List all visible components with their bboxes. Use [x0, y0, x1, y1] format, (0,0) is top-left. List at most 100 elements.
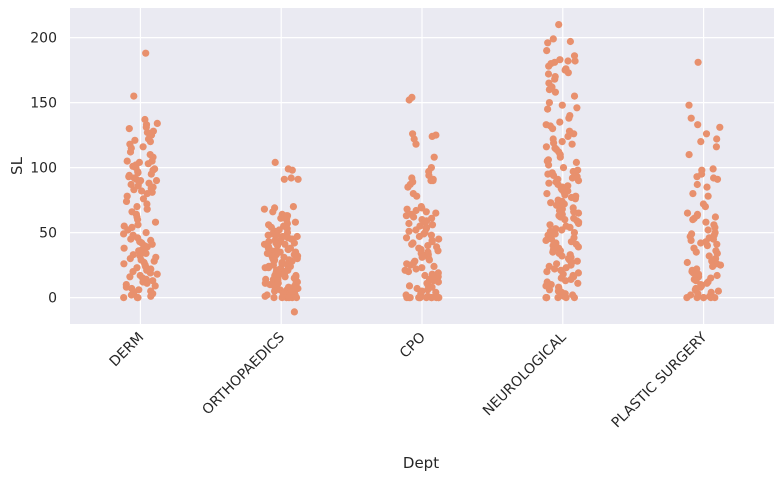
data-point: [694, 121, 701, 128]
data-point: [153, 177, 160, 184]
data-point: [561, 191, 568, 198]
data-point: [291, 308, 298, 315]
data-point: [565, 115, 572, 122]
data-point: [707, 294, 714, 301]
data-point: [292, 219, 299, 226]
y-tick-label: 100: [30, 161, 57, 177]
data-point: [130, 186, 137, 193]
data-point: [154, 120, 161, 127]
x-tick-label: CPO: [397, 330, 429, 362]
y-tick-labels: 0 50 100 150 200: [30, 31, 57, 307]
data-point: [564, 57, 571, 64]
data-point: [434, 247, 441, 254]
data-point: [281, 176, 288, 183]
data-point: [120, 230, 127, 237]
x-axis-label: Dept: [403, 454, 439, 472]
data-point: [410, 213, 417, 220]
data-point: [543, 294, 550, 301]
data-point: [293, 294, 300, 301]
data-point: [123, 198, 130, 205]
data-point: [152, 219, 159, 226]
data-point: [714, 176, 721, 183]
data-point: [685, 102, 692, 109]
data-point: [705, 226, 712, 233]
data-point: [262, 293, 269, 300]
data-point: [712, 213, 719, 220]
data-point: [552, 89, 559, 96]
data-point: [148, 171, 155, 178]
data-point: [557, 154, 564, 161]
data-point: [697, 239, 704, 246]
data-point: [567, 38, 574, 45]
data-point: [130, 93, 137, 100]
data-point: [703, 184, 710, 191]
data-point: [697, 138, 704, 145]
x-tick-label: DERM: [107, 330, 148, 371]
data-point: [695, 59, 702, 66]
data-point: [147, 138, 154, 145]
data-point: [559, 138, 566, 145]
data-point: [143, 229, 150, 236]
data-point: [575, 177, 582, 184]
data-point: [405, 228, 412, 235]
data-point: [555, 21, 562, 28]
data-point: [406, 282, 413, 289]
data-point: [427, 177, 434, 184]
y-tick-label: 150: [30, 96, 57, 112]
data-point: [715, 288, 722, 295]
data-point: [120, 294, 127, 301]
data-point: [144, 206, 151, 213]
data-point: [271, 288, 278, 295]
data-point: [713, 241, 720, 248]
data-point: [569, 141, 576, 148]
data-point: [403, 234, 410, 241]
data-point: [282, 273, 289, 280]
data-point: [714, 272, 721, 279]
data-point: [120, 260, 127, 267]
data-point: [269, 208, 276, 215]
data-point: [572, 57, 579, 64]
data-point: [684, 210, 691, 217]
data-point: [405, 220, 412, 227]
data-point: [694, 181, 701, 188]
data-point: [435, 236, 442, 243]
data-point: [574, 280, 581, 287]
data-point: [270, 294, 277, 301]
data-point: [151, 258, 158, 265]
data-point: [412, 226, 419, 233]
data-point: [544, 39, 551, 46]
data-point: [554, 294, 561, 301]
data-point: [709, 263, 716, 270]
data-point: [419, 254, 426, 261]
data-point: [147, 293, 154, 300]
data-point: [403, 212, 410, 219]
data-point: [142, 50, 149, 57]
data-point: [272, 159, 279, 166]
data-point: [717, 262, 724, 269]
data-point: [563, 294, 570, 301]
x-tick-label: ORTHOPAEDICS: [199, 329, 288, 418]
data-point: [688, 237, 695, 244]
data-point: [549, 249, 556, 256]
x-tick-label: NEUROLOGICAL: [480, 329, 570, 419]
data-point: [702, 203, 709, 210]
data-point: [575, 220, 582, 227]
data-point: [573, 104, 580, 111]
data-point: [558, 226, 565, 233]
data-point: [435, 278, 442, 285]
data-point: [428, 294, 435, 301]
data-point: [295, 176, 302, 183]
data-point: [683, 294, 690, 301]
data-point: [544, 106, 551, 113]
data-point: [689, 216, 696, 223]
data-point: [134, 294, 141, 301]
y-axis-label: SL: [8, 156, 26, 175]
y-tick-label: 50: [39, 226, 57, 242]
data-point: [551, 265, 558, 272]
data-point: [126, 125, 133, 132]
data-point: [408, 241, 415, 248]
data-point: [545, 180, 552, 187]
data-point: [542, 237, 549, 244]
data-point: [285, 294, 292, 301]
data-point: [688, 115, 695, 122]
